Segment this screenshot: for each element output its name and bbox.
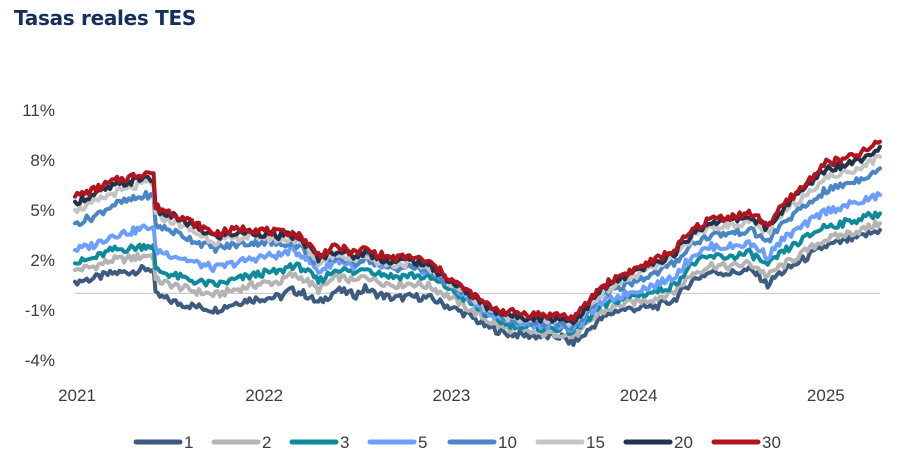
y-tick-label: -1% (25, 301, 55, 320)
y-tick-label: 2% (30, 251, 55, 270)
legend-label-10: 10 (498, 433, 517, 452)
x-tick-label: 2022 (245, 386, 283, 405)
legend-label-5: 5 (418, 433, 427, 452)
legend-label-1: 1 (184, 433, 193, 452)
x-tick-label: 2025 (807, 386, 845, 405)
legend-label-2: 2 (262, 433, 271, 452)
legend-label-15: 15 (586, 433, 605, 452)
x-tick-label: 2024 (620, 386, 658, 405)
y-tick-label: 5% (30, 201, 55, 220)
x-tick-label: 2023 (433, 386, 471, 405)
series-line-1 (73, 228, 882, 347)
legend-label-20: 20 (674, 433, 693, 452)
legend-label-3: 3 (340, 433, 349, 452)
series-line-30 (73, 139, 882, 322)
x-tick-label: 2021 (58, 386, 96, 405)
y-tick-label: -4% (25, 351, 55, 370)
chart-title: Tasas reales TES (14, 6, 196, 30)
series-line-2 (73, 219, 882, 340)
y-tick-label: 8% (30, 151, 55, 170)
y-tick-label: 11% (22, 101, 55, 120)
series-line-15 (73, 154, 882, 328)
legend-label-30: 30 (762, 433, 781, 452)
